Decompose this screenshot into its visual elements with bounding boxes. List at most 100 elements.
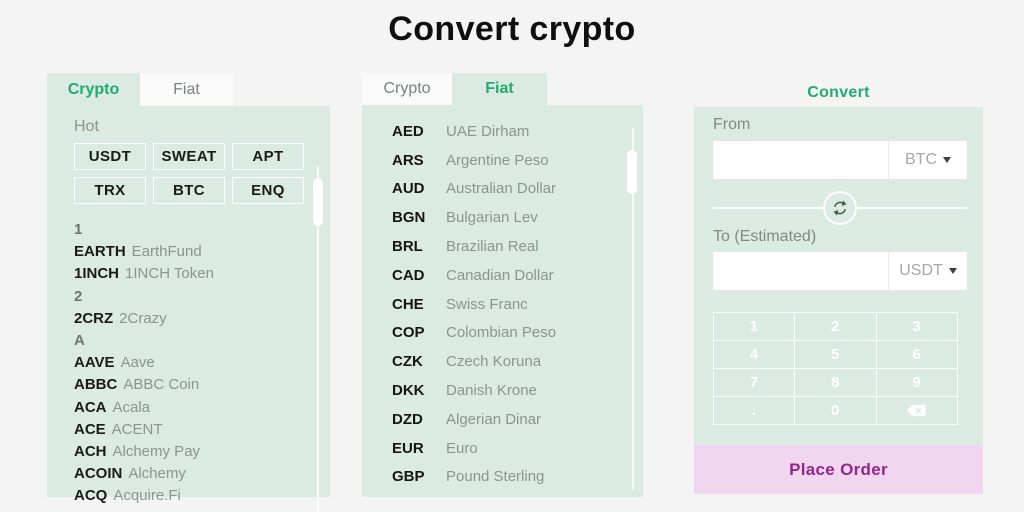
chevron-down-icon: [948, 268, 957, 274]
fiat-list-item[interactable]: CZK Czech Koruna: [392, 347, 643, 376]
key-2[interactable]: 2: [795, 313, 877, 341]
currency-code: CAD: [392, 266, 425, 284]
fiat-list-item[interactable]: EUR Euro: [392, 434, 643, 463]
swap-button[interactable]: [823, 191, 857, 225]
crypto-list-item[interactable]: ACE ACENT: [74, 419, 306, 441]
crypto-list-item[interactable]: 2CRZ 2Crazy: [74, 308, 306, 330]
swap-row: [713, 191, 967, 225]
page-title: Convert crypto: [388, 10, 636, 48]
crypto-list-item[interactable]: AAVE Aave: [74, 352, 306, 374]
convert-title: Convert: [807, 84, 870, 101]
coin-symbol: ACA: [74, 398, 107, 416]
crypto-section-header: A: [74, 332, 85, 350]
coin-name: Alchemy: [128, 465, 186, 483]
crypto-list-item[interactable]: ACOIN Alchemy: [74, 463, 306, 485]
fiat-list-item[interactable]: BGN Bulgarian Lev: [392, 203, 643, 232]
fiat-list-item[interactable]: DKK Danish Krone: [392, 376, 643, 405]
coin-name: 2Crazy: [119, 309, 167, 327]
coin-name: EarthFund: [131, 243, 202, 261]
hot-token-button[interactable]: SWEAT: [153, 143, 225, 170]
from-amount-input[interactable]: [713, 141, 888, 179]
hot-token-button[interactable]: APT: [232, 143, 304, 170]
fiat-list-item[interactable]: AUD Australian Dollar: [392, 175, 643, 204]
coin-symbol: EARTH: [74, 243, 126, 261]
from-label: From: [713, 116, 751, 133]
hot-token-button[interactable]: TRX: [74, 177, 146, 204]
scrollbar-thumb[interactable]: [313, 178, 323, 226]
to-amount-box: USDT: [713, 252, 967, 290]
key-9[interactable]: 9: [876, 369, 958, 397]
from-currency-select[interactable]: BTC: [888, 141, 967, 179]
tab-fiat[interactable]: Fiat: [452, 73, 547, 105]
fiat-list-item[interactable]: BRL Brazilian Real: [392, 232, 643, 261]
tab-fiat[interactable]: Fiat: [140, 73, 233, 106]
key-7[interactable]: 7: [714, 369, 796, 397]
crypto-select-panel: Crypto Fiat Hot USDT SWEAT APT TRX BTC E…: [47, 73, 330, 512]
coin-name: 1INCH Token: [125, 265, 214, 283]
hot-token-button[interactable]: ENQ: [232, 177, 304, 204]
numeric-keypad: 1 2 3 4 5 6 7 8 9 . 0: [713, 312, 958, 425]
hot-token-button[interactable]: USDT: [74, 143, 146, 170]
to-amount-input[interactable]: [713, 252, 888, 290]
key-1[interactable]: 1: [714, 313, 796, 341]
currency-code: BGN: [392, 209, 426, 227]
coin-symbol: ACOIN: [74, 465, 123, 483]
scrollbar-track: [632, 128, 634, 490]
fiat-list-item[interactable]: ARS Argentine Peso: [392, 146, 643, 175]
coin-symbol: 2CRZ: [74, 309, 114, 327]
fiat-list-item[interactable]: GBP Pound Sterling: [392, 463, 643, 492]
hot-token-button[interactable]: BTC: [153, 177, 225, 204]
currency-name: Algerian Dinar: [446, 410, 542, 428]
currency-name: Australian Dollar: [446, 180, 557, 198]
fiat-list-item[interactable]: CAD Canadian Dollar: [392, 261, 643, 290]
fiat-list-item[interactable]: AED UAE Dirham: [392, 117, 643, 146]
key-backspace[interactable]: [876, 397, 958, 425]
currency-code: CHE: [392, 295, 424, 313]
convert-body: From BTC To (Estimated) US: [694, 107, 983, 494]
to-currency-code: USDT: [899, 262, 943, 279]
currency-name: Pound Sterling: [446, 468, 545, 486]
crypto-list-item[interactable]: ABBC ABBC Coin: [74, 374, 306, 396]
key-8[interactable]: 8: [795, 369, 877, 397]
left-panel-tabs: Crypto Fiat: [47, 73, 330, 106]
fiat-list-item[interactable]: COP Colombian Peso: [392, 319, 643, 348]
key-decimal[interactable]: .: [714, 397, 796, 425]
currency-code: DKK: [392, 382, 425, 400]
coin-symbol: 1INCH: [74, 265, 120, 283]
hot-tokens-grid: USDT SWEAT APT TRX BTC ENQ: [74, 143, 306, 204]
from-amount-box: BTC: [713, 141, 967, 179]
chevron-down-icon: [943, 157, 951, 163]
fiat-list-item[interactable]: CHE Swiss Franc: [392, 290, 643, 319]
coin-symbol: ACE: [74, 420, 106, 438]
crypto-list-item[interactable]: 1INCH 1INCH Token: [74, 263, 306, 285]
currency-name: Czech Koruna: [446, 353, 542, 371]
coin-symbol: ABBC: [74, 376, 118, 394]
to-currency-select[interactable]: USDT: [888, 252, 967, 290]
key-0[interactable]: 0: [795, 397, 877, 425]
hot-section-label: Hot: [74, 118, 99, 135]
currency-code: ARS: [392, 151, 424, 169]
tab-crypto[interactable]: Crypto: [362, 73, 452, 105]
place-order-button[interactable]: Place Order: [694, 445, 983, 494]
key-5[interactable]: 5: [795, 341, 877, 369]
scrollbar-thumb[interactable]: [627, 150, 637, 194]
fiat-list-item[interactable]: DZD Algerian Dinar: [392, 405, 643, 434]
tab-crypto[interactable]: Crypto: [47, 73, 140, 106]
key-6[interactable]: 6: [876, 341, 958, 369]
crypto-list-item[interactable]: ACA Acala: [74, 397, 306, 419]
key-4[interactable]: 4: [714, 341, 796, 369]
fiat-select-panel: Crypto Fiat AED UAE Dirham ARS Argentine P…: [362, 73, 643, 497]
currency-code: COP: [392, 324, 425, 342]
swap-arrows-icon: [833, 200, 847, 216]
currency-code: CZK: [392, 353, 423, 371]
currency-name: Bulgarian Lev: [446, 209, 538, 227]
crypto-list-item[interactable]: EARTH EarthFund: [74, 241, 306, 263]
currency-name: Canadian Dollar: [446, 266, 554, 284]
coin-name: ACENT: [111, 420, 163, 438]
key-3[interactable]: 3: [876, 313, 958, 341]
currency-name: Argentine Peso: [446, 151, 549, 169]
to-label: To (Estimated): [713, 228, 817, 245]
coin-name: Alchemy Pay: [112, 443, 201, 461]
crypto-list-item[interactable]: ACH Alchemy Pay: [74, 441, 306, 463]
crypto-list-item[interactable]: ACQ Acquire.Fi: [74, 485, 306, 507]
